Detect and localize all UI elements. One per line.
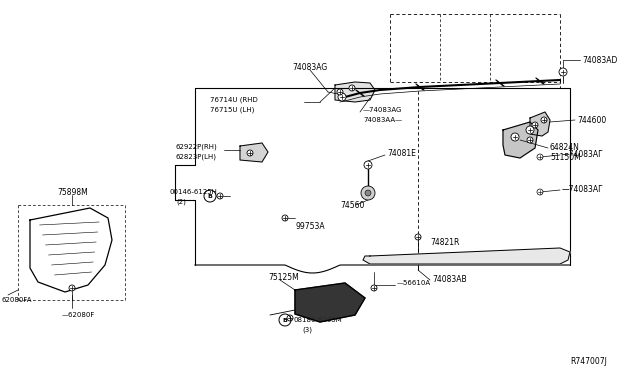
Text: (2): (2): [176, 199, 186, 205]
Text: 74560: 74560: [340, 201, 364, 209]
Circle shape: [364, 161, 372, 169]
Text: 08186-8205M: 08186-8205M: [293, 317, 342, 323]
Text: 75898M: 75898M: [57, 187, 88, 196]
Polygon shape: [335, 82, 375, 102]
Text: 74083AA—: 74083AA—: [363, 117, 402, 123]
Polygon shape: [530, 112, 550, 136]
Circle shape: [537, 154, 543, 160]
Text: 62080FA: 62080FA: [2, 297, 33, 303]
Circle shape: [361, 186, 375, 200]
Circle shape: [371, 285, 377, 291]
Text: 744600: 744600: [577, 115, 606, 125]
Text: 74081E: 74081E: [387, 148, 416, 157]
Polygon shape: [363, 248, 570, 264]
Circle shape: [526, 126, 534, 134]
Text: (3): (3): [302, 327, 312, 333]
Text: B: B: [207, 193, 212, 199]
Polygon shape: [295, 283, 365, 322]
Text: —74083AΓ: —74083AΓ: [562, 185, 604, 193]
Circle shape: [69, 285, 75, 291]
Circle shape: [217, 193, 223, 199]
Text: 64824N: 64824N: [550, 142, 580, 151]
Circle shape: [511, 133, 519, 141]
Circle shape: [532, 122, 538, 128]
Text: 75125M: 75125M: [268, 273, 299, 282]
Text: —74083AΓ: —74083AΓ: [562, 150, 604, 158]
Text: 00146-6125H: 00146-6125H: [170, 189, 218, 195]
Circle shape: [337, 89, 343, 95]
Circle shape: [287, 315, 293, 321]
Circle shape: [338, 93, 346, 101]
Text: 62823P(LH): 62823P(LH): [175, 154, 216, 160]
Circle shape: [415, 234, 421, 240]
Text: 76714U (RHD: 76714U (RHD: [210, 97, 258, 103]
Polygon shape: [240, 143, 268, 162]
Text: —62080F: —62080F: [62, 312, 95, 318]
Circle shape: [541, 117, 547, 123]
Text: 74083AG: 74083AG: [292, 62, 328, 71]
Text: 74083AD: 74083AD: [582, 55, 618, 64]
Circle shape: [247, 150, 253, 156]
Polygon shape: [503, 122, 538, 158]
Text: 76715U (LH): 76715U (LH): [210, 107, 254, 113]
Text: 74821R: 74821R: [430, 237, 460, 247]
Text: R747007J: R747007J: [570, 357, 607, 366]
Text: 74083AB: 74083AB: [432, 276, 467, 285]
Text: B: B: [283, 317, 287, 323]
Circle shape: [282, 215, 288, 221]
Circle shape: [365, 190, 371, 196]
Circle shape: [537, 189, 543, 195]
Text: 99753A: 99753A: [295, 221, 324, 231]
Circle shape: [527, 137, 533, 143]
Text: 62922P(RH): 62922P(RH): [175, 144, 217, 150]
Circle shape: [559, 68, 567, 76]
Circle shape: [349, 85, 355, 91]
Text: —74083AG: —74083AG: [363, 107, 403, 113]
Text: 51150M: 51150M: [550, 153, 580, 161]
Text: —56610A: —56610A: [397, 280, 431, 286]
